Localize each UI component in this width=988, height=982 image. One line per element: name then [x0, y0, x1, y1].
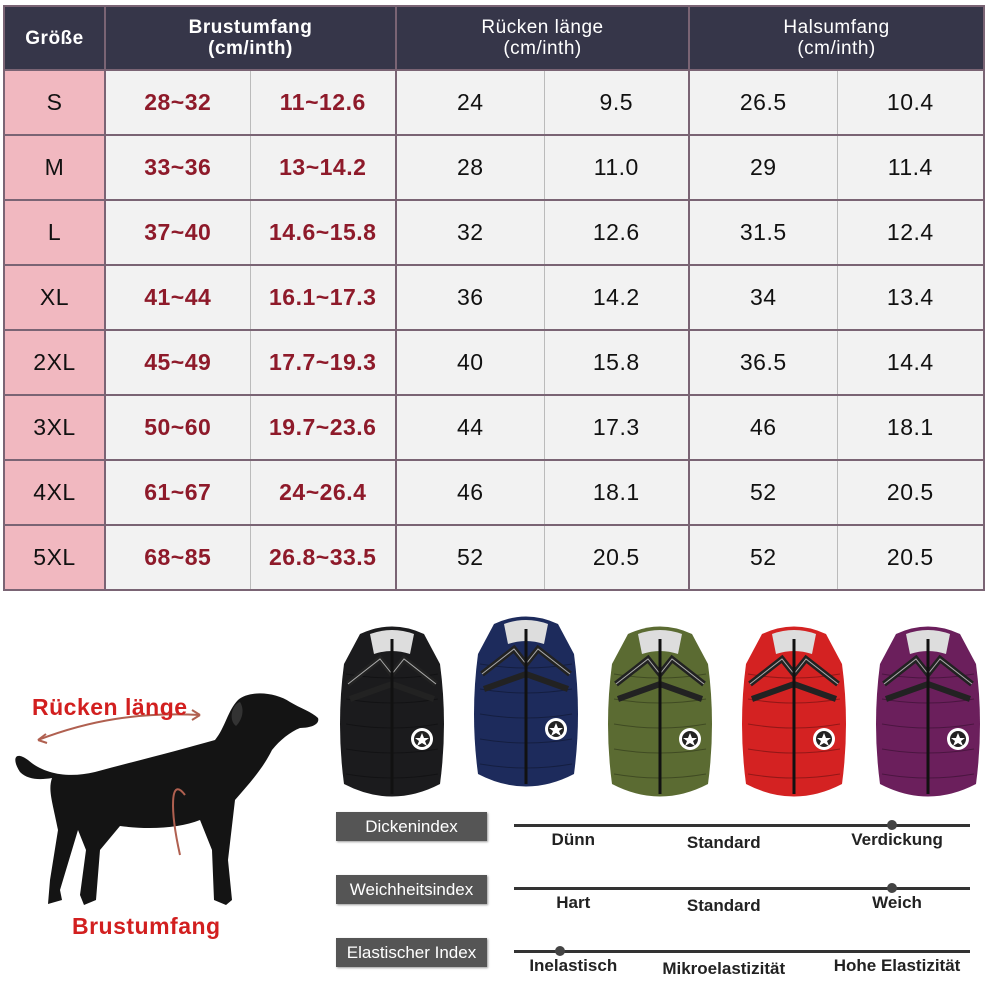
- cell-back-cm: 36: [395, 264, 545, 331]
- cell-neck-cm: 52: [688, 524, 838, 591]
- cell-back-cm: 28: [395, 134, 545, 201]
- index-option: Weich: [872, 893, 922, 912]
- jacket-image: [340, 626, 444, 797]
- cell-neck-in: 14.4: [836, 329, 986, 396]
- cell-back-in: 12.6: [543, 199, 691, 266]
- table-row: 5XL 68~85 26.8~33.5 52 20.5 52 20.5: [3, 524, 986, 591]
- cell-neck-in: 10.4: [836, 69, 986, 136]
- cell-back-cm: 46: [395, 459, 545, 526]
- header-chest: Brustumfang (cm/inth): [103, 5, 398, 71]
- jacket-color-variants: [322, 600, 988, 800]
- size-chart-table: Größe Brustumfang (cm/inth) Rücken länge…: [3, 5, 986, 591]
- cell-chest-cm: 37~40: [104, 199, 251, 266]
- cell-neck-in: 12.4: [836, 199, 986, 266]
- cell-chest-in: 14.6~15.8: [249, 199, 398, 266]
- cell-chest-in: 13~14.2: [249, 134, 398, 201]
- index-option: Verdickung: [851, 830, 943, 849]
- cell-size: S: [3, 69, 106, 136]
- index-label: Elastischer Index: [336, 938, 487, 967]
- table-row: S 28~32 11~12.6 24 9.5 26.5 10.4: [3, 69, 986, 136]
- chest-label: Brustumfang: [72, 913, 221, 939]
- cell-back-cm: 52: [395, 524, 545, 591]
- cell-chest-cm: 33~36: [104, 134, 251, 201]
- index-label: Dickenindex: [336, 812, 487, 841]
- cell-size: L: [3, 199, 106, 266]
- cell-size: 4XL: [3, 459, 106, 526]
- cell-back-in: 14.2: [543, 264, 691, 331]
- jacket-image: [608, 626, 712, 797]
- cell-chest-cm: 61~67: [104, 459, 251, 526]
- cell-back-in: 20.5: [543, 524, 691, 591]
- dog-silhouette-icon: [15, 693, 319, 905]
- cell-chest-in: 16.1~17.3: [249, 264, 398, 331]
- cell-neck-cm: 31.5: [688, 199, 838, 266]
- cell-back-in: 11.0: [543, 134, 691, 201]
- cell-chest-in: 24~26.4: [249, 459, 398, 526]
- index-scale: [514, 820, 970, 830]
- cell-chest-in: 17.7~19.3: [249, 329, 398, 396]
- cell-back-in: 9.5: [543, 69, 691, 136]
- index-option: Dünn: [551, 830, 595, 849]
- index-option: Hart: [556, 893, 591, 912]
- back-length-label: Rücken länge: [32, 694, 188, 720]
- cell-neck-cm: 34: [688, 264, 838, 331]
- cell-chest-cm: 41~44: [104, 264, 251, 331]
- jacket-image: [876, 626, 980, 797]
- table-row: L 37~40 14.6~15.8 32 12.6 31.5 12.4: [3, 199, 986, 266]
- cell-chest-in: 19.7~23.6: [249, 394, 398, 461]
- cell-back-cm: 24: [395, 69, 545, 136]
- index-label: Weichheitsindex: [336, 875, 487, 904]
- table-row: 3XL 50~60 19.7~23.6 44 17.3 46 18.1: [3, 394, 986, 461]
- cell-chest-cm: 28~32: [104, 69, 251, 136]
- cell-back-cm: 40: [395, 329, 545, 396]
- cell-size: M: [3, 134, 106, 201]
- index-option: Mikroelastizität: [662, 959, 786, 978]
- cell-neck-cm: 52: [688, 459, 838, 526]
- index-marker: [554, 946, 565, 956]
- index-scale: [514, 946, 970, 956]
- cell-back-in: 15.8: [543, 329, 691, 396]
- cell-back-in: 17.3: [543, 394, 691, 461]
- cell-size: 5XL: [3, 524, 106, 591]
- cell-neck-cm: 29: [688, 134, 838, 201]
- cell-back-cm: 44: [395, 394, 545, 461]
- cell-size: 2XL: [3, 329, 106, 396]
- header-back-length: Rücken länge (cm/inth): [395, 5, 691, 71]
- table-row: M 33~36 13~14.2 28 11.0 29 11.4: [3, 134, 986, 201]
- jacket-image: [474, 616, 578, 787]
- index-option: Inelastisch: [529, 956, 618, 975]
- cell-neck-cm: 36.5: [688, 329, 838, 396]
- table-row: 2XL 45~49 17.7~19.3 40 15.8 36.5 14.4: [3, 329, 986, 396]
- index-scale: [514, 883, 970, 893]
- header-size: Größe: [3, 5, 106, 71]
- cell-neck-in: 13.4: [836, 264, 986, 331]
- cell-chest-cm: 50~60: [104, 394, 251, 461]
- index-option: Standard: [686, 833, 761, 852]
- index-option: Standard: [686, 896, 761, 915]
- cell-neck-in: 11.4: [836, 134, 986, 201]
- dog-measurement-illustration: Rücken länge Brustumfang: [0, 600, 330, 977]
- cell-neck-cm: 26.5: [688, 69, 838, 136]
- cell-back-cm: 32: [395, 199, 545, 266]
- cell-chest-in: 11~12.6: [249, 69, 398, 136]
- index-marker: [887, 883, 898, 893]
- index-marker: [887, 820, 898, 830]
- jacket-image: [742, 626, 846, 797]
- cell-neck-cm: 46: [688, 394, 838, 461]
- cell-chest-cm: 45~49: [104, 329, 251, 396]
- cell-size: XL: [3, 264, 106, 331]
- cell-neck-in: 20.5: [836, 524, 986, 591]
- table-row: 4XL 61~67 24~26.4 46 18.1 52 20.5: [3, 459, 986, 526]
- cell-chest-cm: 68~85: [104, 524, 251, 591]
- index-option: Hohe Elastizität: [833, 956, 961, 975]
- table-row: XL 41~44 16.1~17.3 36 14.2 34 13.4: [3, 264, 986, 331]
- header-neck: Halsumfang (cm/inth): [688, 5, 986, 71]
- cell-neck-in: 20.5: [836, 459, 986, 526]
- cell-back-in: 18.1: [543, 459, 691, 526]
- cell-chest-in: 26.8~33.5: [249, 524, 398, 591]
- cell-neck-in: 18.1: [836, 394, 986, 461]
- cell-size: 3XL: [3, 394, 106, 461]
